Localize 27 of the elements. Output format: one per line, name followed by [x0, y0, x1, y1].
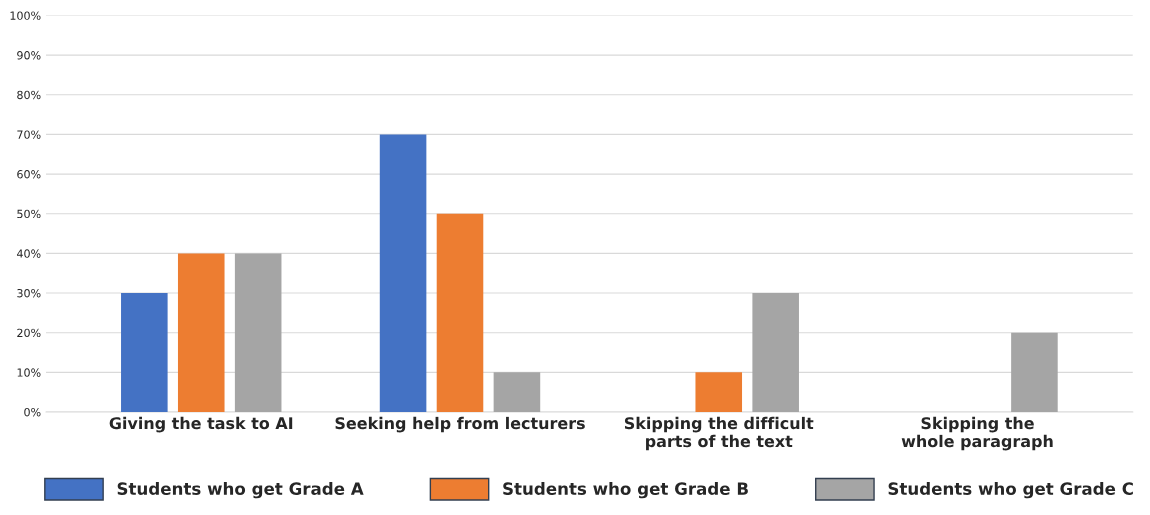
- legend-label: Students who get Grade A: [117, 482, 364, 499]
- y-tick-label: 50%: [17, 209, 41, 219]
- y-tick-label: 60%: [17, 170, 41, 179]
- bar: [177, 253, 225, 412]
- y-tick-label: 100%: [10, 11, 41, 20]
- legend-label: Students who get Grade B: [503, 482, 748, 499]
- y-tick-label: 20%: [17, 328, 41, 338]
- x-tick-label: Seeking help from lecturers: [335, 416, 585, 433]
- bar: [1011, 332, 1058, 412]
- bar: [695, 372, 743, 412]
- bar: [379, 134, 427, 412]
- y-tick-label: 10%: [17, 368, 41, 377]
- x-tick-label: Skipping the difficult parts of the text: [624, 416, 814, 451]
- y-tick-label: 40%: [16, 249, 41, 258]
- bar: [121, 293, 168, 412]
- y-tick-label: 90%: [17, 51, 41, 60]
- y-tick-label: 80%: [17, 90, 41, 100]
- y-tick-label: 0%: [24, 407, 41, 417]
- x-tick-label: Giving the task to AI: [109, 416, 293, 433]
- bar: [234, 253, 282, 412]
- bar: [752, 293, 799, 412]
- x-tick-label: Skipping the whole paragraph: [901, 416, 1053, 451]
- y-tick-label: 70%: [17, 130, 41, 139]
- bar: [493, 372, 541, 412]
- legend-label: Students who get Grade C: [888, 482, 1133, 499]
- bar: [436, 213, 484, 412]
- y-tick-label: 30%: [17, 289, 41, 298]
